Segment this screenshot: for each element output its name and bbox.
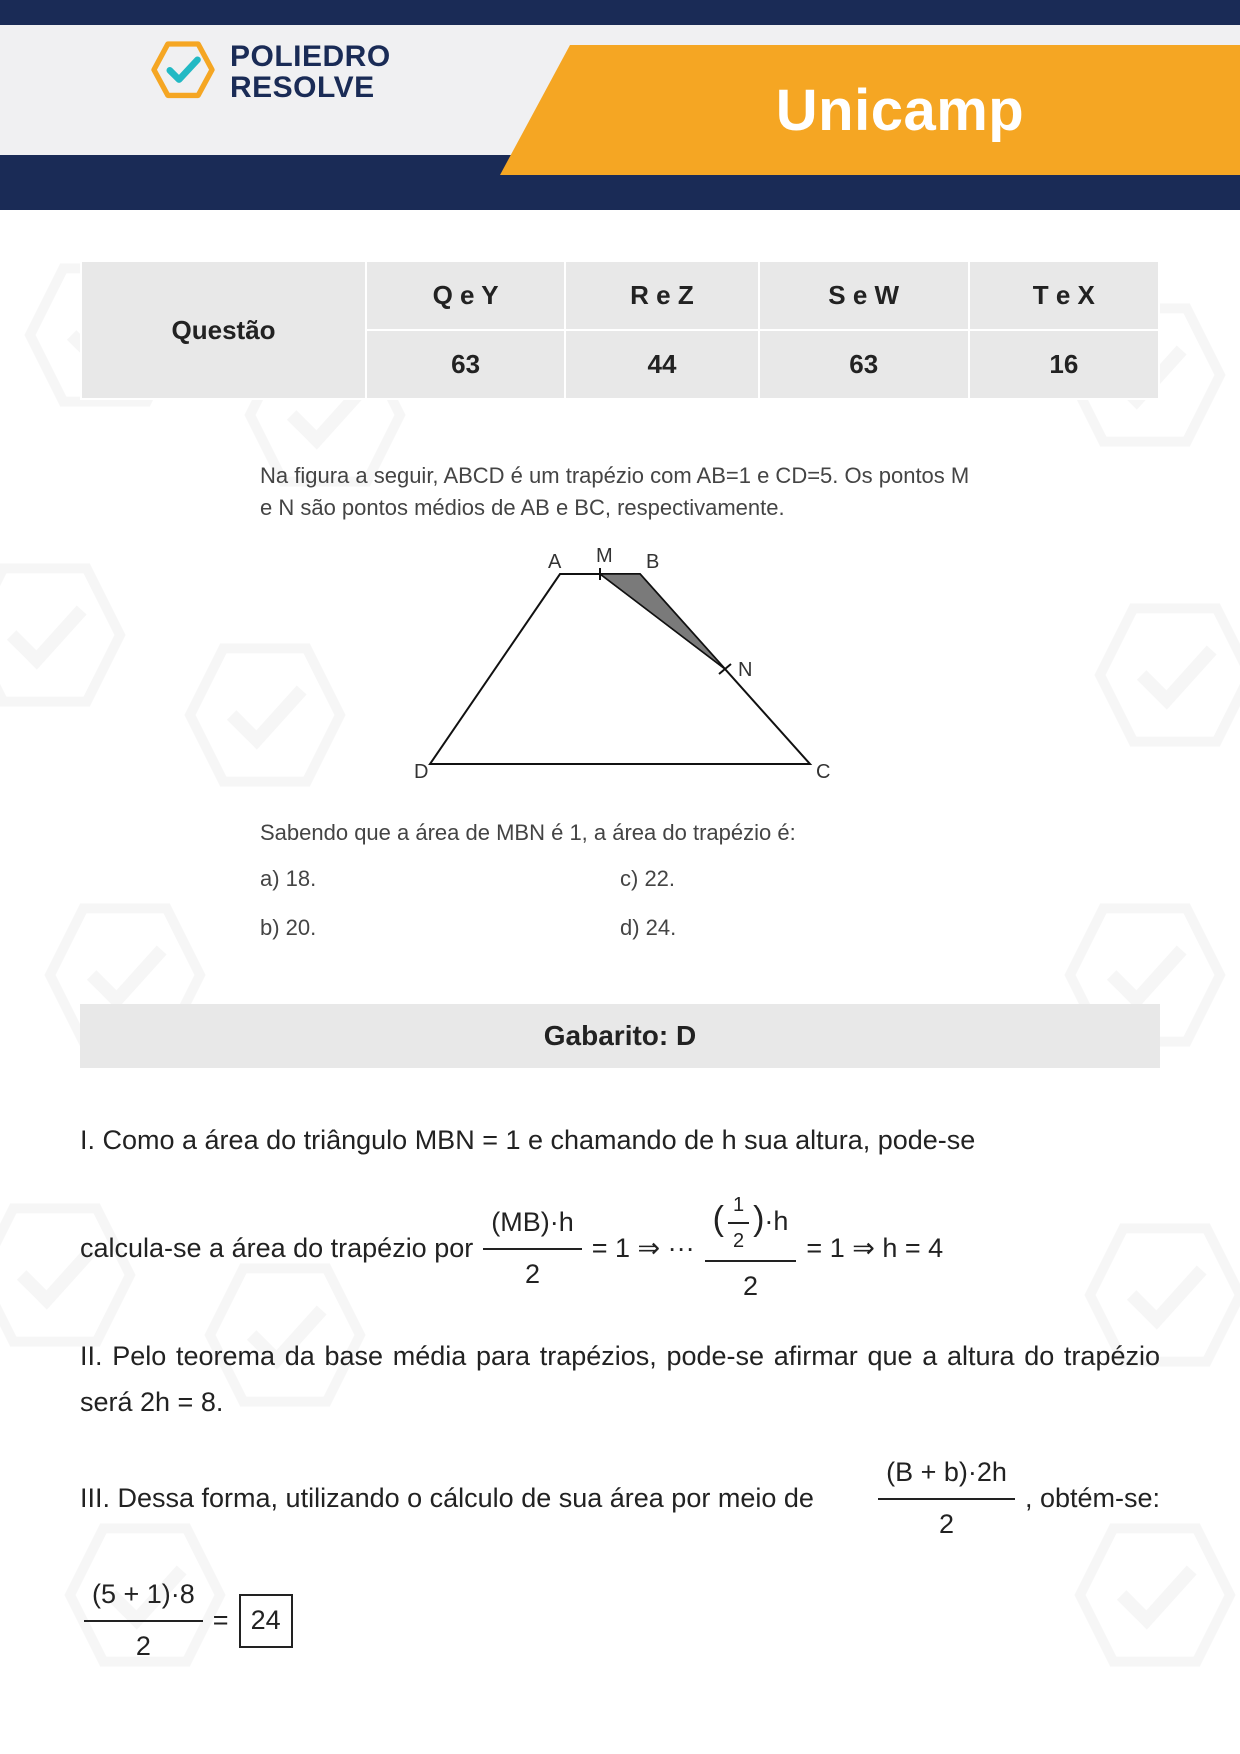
- solution-step3: III. Dessa forma, utilizando o cálculo d…: [80, 1450, 1160, 1548]
- question-block: Na figura a seguir, ABCD é um trapézio c…: [260, 460, 980, 944]
- option-a: a) 18.: [260, 863, 620, 895]
- table-header: R e Z: [565, 261, 759, 330]
- option-c: c) 22.: [620, 863, 980, 895]
- fraction: (5 + 1)·8 2: [84, 1572, 203, 1670]
- table-header: Q e Y: [366, 261, 565, 330]
- brand: POLIEDRO RESOLVE: [150, 40, 391, 106]
- diagram-label-N: N: [738, 659, 752, 681]
- solution-eq4: (5 + 1)·8 2 = 24: [80, 1572, 1160, 1670]
- diagram-label-D: D: [414, 761, 428, 783]
- table-header: T e X: [969, 261, 1159, 330]
- question-table: Questão Q e Y R e Z S e W T e X 63 44 63…: [80, 260, 1160, 400]
- option-d: d) 24.: [620, 912, 980, 944]
- trapezoid-diagram: A B M N D C: [260, 534, 980, 803]
- solution: I. Como a área do triângulo MBN = 1 e ch…: [80, 1118, 1160, 1669]
- answer-banner: Gabarito: D: [80, 1004, 1160, 1068]
- hex-check-icon: [150, 40, 216, 106]
- diagram-label-C: C: [816, 761, 830, 783]
- brand-text: POLIEDRO RESOLVE: [230, 42, 391, 103]
- table-header: S e W: [759, 261, 969, 330]
- header-orange-panel: Unicamp: [500, 45, 1240, 175]
- question-intro: Na figura a seguir, ABCD é um trapézio c…: [260, 460, 980, 524]
- diagram-label-B: B: [646, 551, 659, 573]
- boxed-result: 24: [239, 1594, 293, 1648]
- option-b: b) 20.: [260, 912, 620, 944]
- university-label: Unicamp: [776, 77, 1024, 144]
- table-cell: 63: [759, 330, 969, 399]
- fraction: (12)·h 2: [705, 1188, 797, 1310]
- diagram-label-M: M: [596, 545, 613, 567]
- brand-line1: POLIEDRO: [230, 42, 391, 73]
- table-cell: 44: [565, 330, 759, 399]
- diagram-label-A: A: [548, 551, 562, 573]
- solution-step1-intro: I. Como a área do triângulo MBN = 1 e ch…: [80, 1118, 1160, 1164]
- fraction: (MB)·h 2: [483, 1200, 582, 1298]
- fraction: (B + b)·2h 2: [878, 1450, 1015, 1548]
- header: Unicamp POLIEDRO RESOLVE: [0, 0, 1240, 230]
- table-rowlabel: Questão: [81, 261, 366, 399]
- table-cell: 63: [366, 330, 565, 399]
- solution-step1-lead: calcula-se a área do trapézio por: [80, 1226, 473, 1272]
- solution-eq1: calcula-se a área do trapézio por (MB)·h…: [80, 1188, 1160, 1310]
- brand-line2: RESOLVE: [230, 73, 391, 104]
- table-cell: 16: [969, 330, 1159, 399]
- solution-step2: II. Pelo teorema da base média para trap…: [80, 1334, 1160, 1426]
- options: a) 18. c) 22. b) 20. d) 24.: [260, 863, 980, 945]
- question-prompt: Sabendo que a área de MBN é 1, a área do…: [260, 817, 980, 849]
